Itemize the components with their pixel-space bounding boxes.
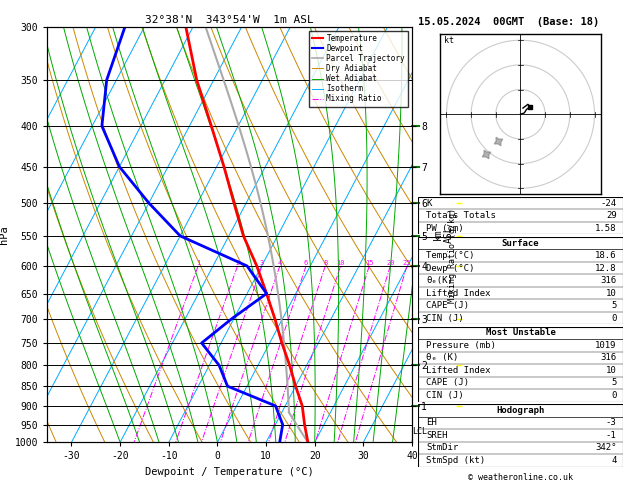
Text: 2: 2 bbox=[235, 260, 240, 266]
Text: StmSpd (kt): StmSpd (kt) bbox=[426, 456, 486, 465]
Text: 10: 10 bbox=[337, 260, 345, 266]
Text: 0: 0 bbox=[611, 391, 616, 400]
Text: 316: 316 bbox=[601, 353, 616, 363]
Text: CAPE (J): CAPE (J) bbox=[426, 379, 469, 387]
Text: 15: 15 bbox=[365, 260, 374, 266]
Text: Lifted Index: Lifted Index bbox=[426, 366, 491, 375]
Text: Hodograph: Hodograph bbox=[496, 406, 545, 415]
Text: Pressure (mb): Pressure (mb) bbox=[426, 341, 496, 350]
Text: 29: 29 bbox=[606, 211, 616, 220]
Text: CIN (J): CIN (J) bbox=[426, 391, 464, 400]
Text: 0: 0 bbox=[611, 313, 616, 323]
Text: K: K bbox=[426, 199, 432, 208]
Text: 342°: 342° bbox=[595, 443, 616, 452]
Text: EH: EH bbox=[426, 418, 437, 427]
Text: 1019: 1019 bbox=[595, 341, 616, 350]
Text: 18.6: 18.6 bbox=[595, 251, 616, 260]
Y-axis label: km
ASL: km ASL bbox=[433, 226, 454, 243]
Text: © weatheronline.co.uk: © weatheronline.co.uk bbox=[468, 473, 573, 482]
Text: -1: -1 bbox=[606, 431, 616, 440]
Text: Totals Totals: Totals Totals bbox=[426, 211, 496, 220]
Text: CIN (J): CIN (J) bbox=[426, 313, 464, 323]
Text: Dewp (°C): Dewp (°C) bbox=[426, 263, 475, 273]
Text: Mixing Ratio (g/kg): Mixing Ratio (g/kg) bbox=[448, 208, 457, 303]
Text: 5: 5 bbox=[611, 301, 616, 310]
Text: 1.58: 1.58 bbox=[595, 224, 616, 233]
Text: 3: 3 bbox=[260, 260, 264, 266]
Text: -24: -24 bbox=[601, 199, 616, 208]
Text: StmDir: StmDir bbox=[426, 443, 459, 452]
Text: 4: 4 bbox=[611, 456, 616, 465]
Text: θₑ(K): θₑ(K) bbox=[426, 276, 454, 285]
Text: Temp (°C): Temp (°C) bbox=[426, 251, 475, 260]
Text: 10: 10 bbox=[606, 289, 616, 297]
Text: 10: 10 bbox=[606, 366, 616, 375]
Text: 8: 8 bbox=[323, 260, 327, 266]
Title: 32°38'N  343°54'W  1m ASL: 32°38'N 343°54'W 1m ASL bbox=[145, 15, 314, 25]
Text: LCL: LCL bbox=[412, 427, 427, 435]
Legend: Temperature, Dewpoint, Parcel Trajectory, Dry Adiabat, Wet Adiabat, Isotherm, Mi: Temperature, Dewpoint, Parcel Trajectory… bbox=[309, 31, 408, 106]
Text: 20: 20 bbox=[386, 260, 394, 266]
Text: kt: kt bbox=[444, 35, 454, 45]
Text: 12.8: 12.8 bbox=[595, 263, 616, 273]
Text: -3: -3 bbox=[606, 418, 616, 427]
Text: 4: 4 bbox=[278, 260, 282, 266]
X-axis label: Dewpoint / Temperature (°C): Dewpoint / Temperature (°C) bbox=[145, 467, 314, 477]
Text: PW (cm): PW (cm) bbox=[426, 224, 464, 233]
Text: CAPE (J): CAPE (J) bbox=[426, 301, 469, 310]
Text: 25: 25 bbox=[403, 260, 411, 266]
Text: Surface: Surface bbox=[502, 239, 539, 247]
Text: SREH: SREH bbox=[426, 431, 448, 440]
Y-axis label: hPa: hPa bbox=[0, 225, 9, 244]
Text: Lifted Index: Lifted Index bbox=[426, 289, 491, 297]
Text: 316: 316 bbox=[601, 276, 616, 285]
Text: 1: 1 bbox=[196, 260, 200, 266]
Text: 5: 5 bbox=[611, 379, 616, 387]
Text: 6: 6 bbox=[304, 260, 308, 266]
Text: 15.05.2024  00GMT  (Base: 18): 15.05.2024 00GMT (Base: 18) bbox=[418, 17, 599, 27]
Text: θₑ (K): θₑ (K) bbox=[426, 353, 459, 363]
Text: Most Unstable: Most Unstable bbox=[486, 329, 555, 337]
